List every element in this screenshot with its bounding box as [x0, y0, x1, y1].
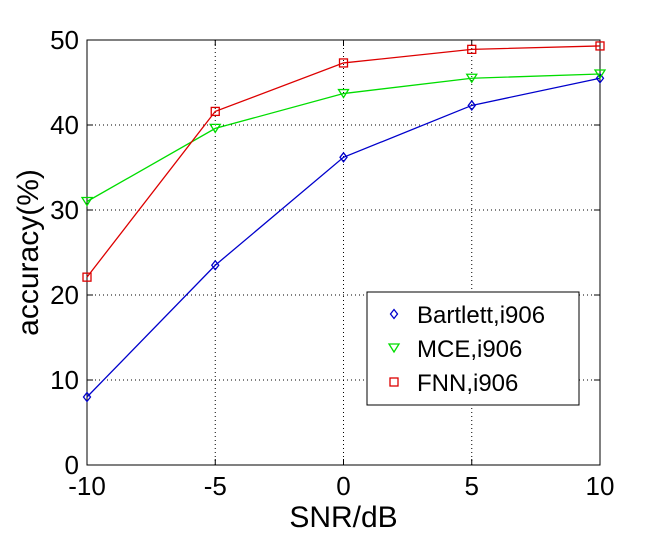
data-point: [465, 73, 478, 84]
x-axis-label: SNR/dB: [289, 501, 397, 534]
y-tick-label: 10: [50, 365, 79, 395]
x-tick-label: 10: [586, 471, 615, 501]
data-point: [593, 69, 607, 80]
data-point: [82, 391, 92, 403]
legend-box: [366, 291, 580, 406]
series-line: [86, 77, 601, 398]
data-point: [595, 41, 605, 51]
data-point: [339, 151, 348, 163]
x-tick-label: -10: [68, 471, 106, 501]
legend-label: Bartlett,i906: [417, 302, 545, 329]
series-line: [86, 73, 601, 203]
y-axis-label: accuracy(%): [12, 169, 45, 336]
legend: Bartlett,i906 MCE,i906 FNN,i906: [366, 291, 580, 406]
x-tick-label: 5: [465, 471, 479, 501]
legend-marker: [387, 343, 401, 354]
y-tick-label: 20: [50, 280, 79, 310]
legend-marker: [389, 308, 399, 320]
legend-label: MCE,i906: [417, 336, 522, 363]
y-tick-label: 40: [50, 110, 79, 140]
data-point: [80, 196, 94, 207]
x-tick-label: -5: [204, 471, 227, 501]
series-line: [86, 45, 601, 278]
data-point: [467, 99, 477, 112]
series-group: [80, 41, 607, 403]
data-point: [209, 123, 222, 134]
x-tick-label: 0: [336, 471, 350, 501]
legend-marker: [389, 377, 399, 387]
legend-label: FNN,i906: [417, 370, 518, 397]
y-tick-label: 30: [50, 195, 79, 225]
data-point: [338, 58, 349, 68]
y-tick-label: 0: [65, 450, 79, 480]
data-point: [467, 44, 477, 54]
grid: [87, 40, 600, 465]
data-point: [337, 88, 350, 99]
data-point: [82, 272, 92, 282]
data-point: [210, 259, 220, 271]
axis-ticks: -10 -5 0 5 10 0 10 20 30 40 50: [50, 25, 614, 501]
y-tick-label: 50: [50, 25, 79, 55]
data-point: [595, 72, 605, 84]
data-point: [210, 106, 220, 117]
